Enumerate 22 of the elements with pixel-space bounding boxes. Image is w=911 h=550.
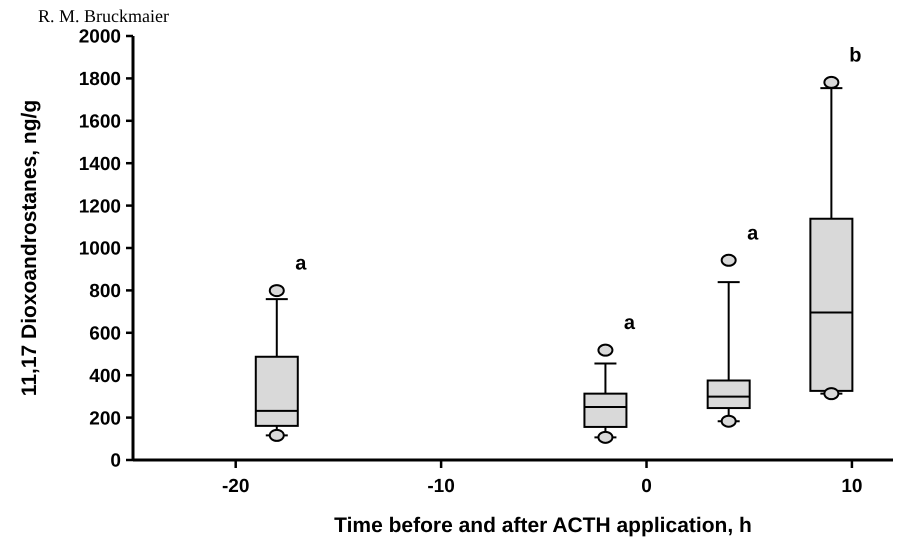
y-tick-label: 0 [110, 450, 121, 472]
y-tick-label: 1400 [78, 154, 121, 175]
annotation: b [849, 44, 862, 66]
y-tick-label: 400 [89, 366, 121, 387]
text: R. M. Bruckmaier [38, 6, 169, 26]
y-axis-title: 11,17 Dioxoandrostanes, ng/g [18, 100, 41, 396]
y-tick-label: 1600 [78, 111, 121, 132]
annotation: a [295, 252, 308, 275]
y-tick-label: 800 [89, 281, 121, 302]
x-tick-label: -20 [222, 476, 250, 497]
x-axis-title: Time before and after ACTH application, h [334, 514, 752, 537]
y-tick-label: 200 [89, 408, 121, 430]
y-tick-label: 1000 [78, 238, 121, 260]
annotation: a [624, 312, 636, 334]
y-tick-label: 600 [89, 323, 121, 344]
y-tick-label: 1800 [78, 69, 121, 90]
x-tick-label: 0 [641, 476, 652, 497]
annotation: a [747, 222, 760, 244]
x-tick-label: 10 [841, 476, 862, 497]
y-tick-label: 1200 [78, 196, 121, 218]
y-tick-label: 2000 [78, 26, 121, 48]
x-tick-label: -10 [427, 476, 455, 497]
